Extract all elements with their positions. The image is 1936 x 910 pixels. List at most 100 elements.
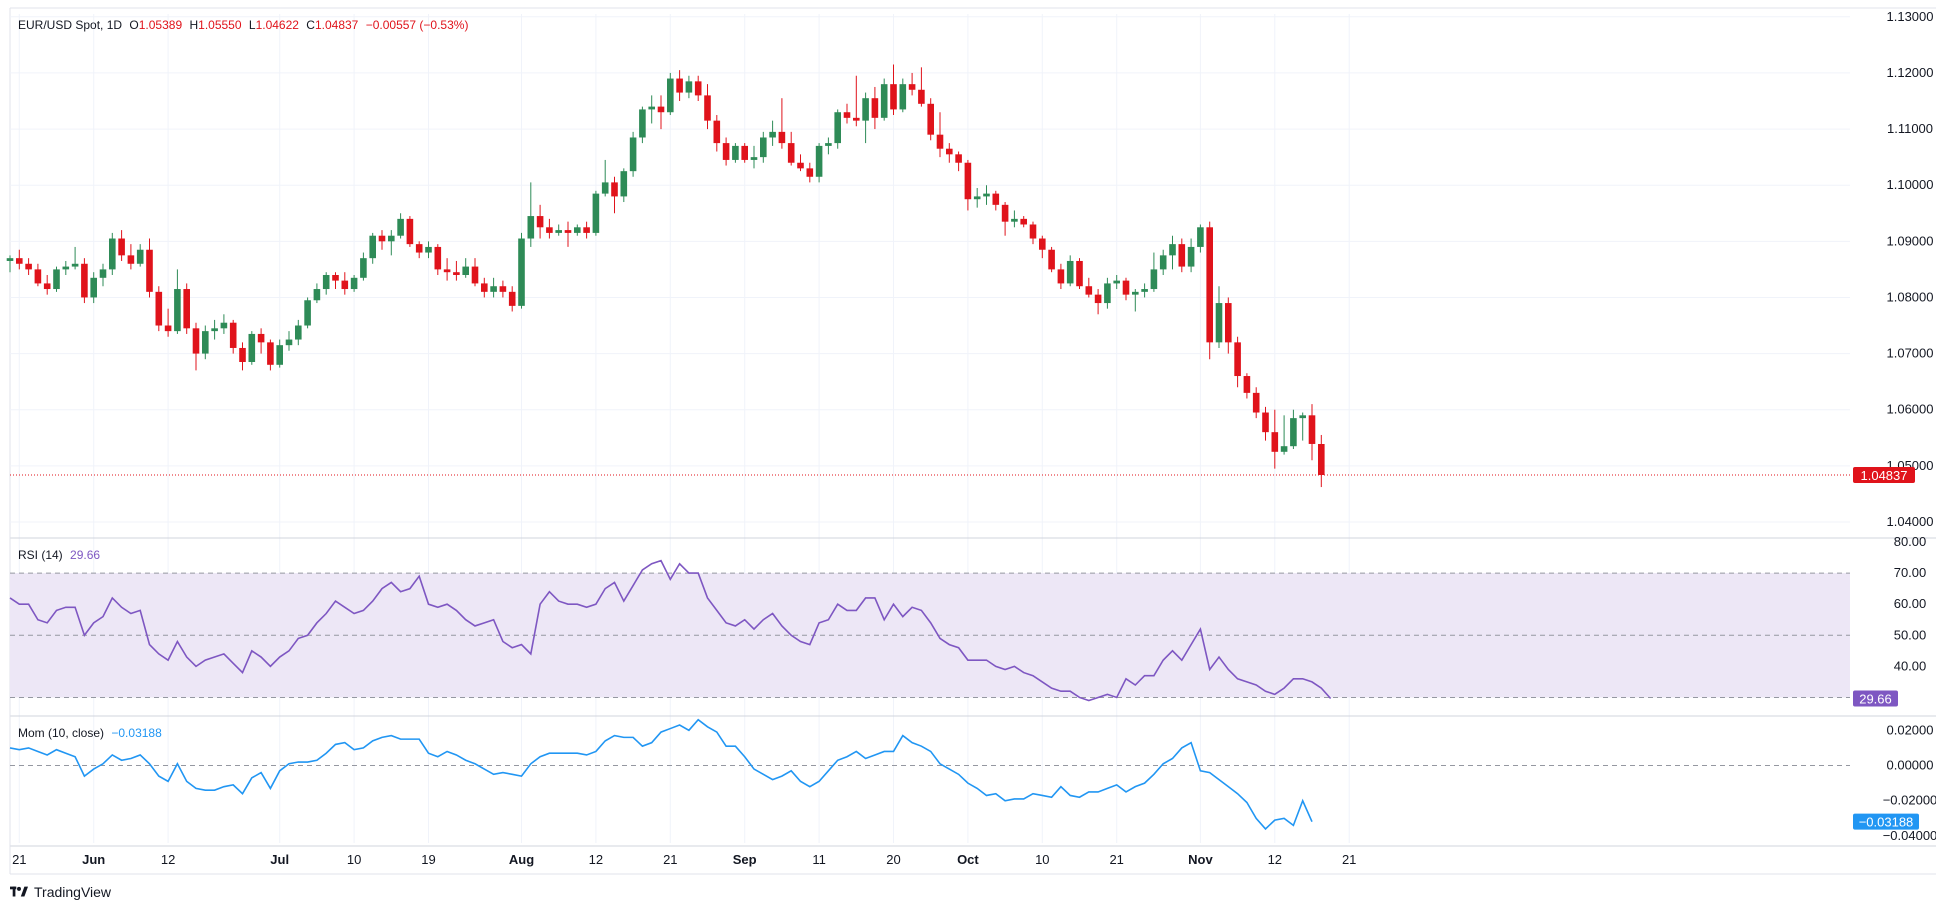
candle	[1113, 275, 1120, 290]
candle	[862, 92, 869, 144]
candle-body	[1141, 289, 1148, 292]
candle	[360, 252, 367, 281]
candle-body	[890, 84, 897, 110]
x-tick-label: 20	[886, 852, 900, 867]
x-tick-label: Nov	[1188, 852, 1213, 867]
candle	[499, 280, 507, 298]
open-value: 1.05389	[138, 18, 183, 32]
candle	[350, 275, 358, 292]
candle	[202, 325, 209, 360]
candle-body	[601, 182, 609, 194]
candle-body	[676, 78, 683, 93]
candle-body	[239, 347, 246, 362]
rsi-tick-label: 80.00	[1894, 534, 1927, 549]
candle-body	[71, 263, 79, 267]
candle-body	[481, 283, 488, 292]
candle-body	[518, 238, 525, 306]
candle-body	[964, 162, 972, 200]
candle	[620, 168, 628, 203]
x-tick-label: 12	[1268, 852, 1282, 867]
candle-body	[657, 106, 665, 113]
x-tick-label: 21	[1342, 852, 1356, 867]
tradingview-brand[interactable]: TradingView	[10, 884, 111, 900]
candle-body	[1048, 249, 1055, 270]
price-tick-label: 1.11000	[1887, 121, 1933, 136]
last-price-tag	[1853, 466, 1915, 483]
candle	[1020, 216, 1027, 228]
change-value: −0.00557 (−0.53%)	[365, 18, 469, 32]
candle	[1076, 258, 1083, 290]
candle-body	[639, 109, 646, 138]
candle	[722, 137, 730, 166]
candle-body	[118, 238, 125, 256]
candle-body	[425, 246, 432, 253]
symbol-label: EUR/USD Spot, 1D	[18, 18, 123, 32]
candle-body	[1225, 303, 1232, 343]
candle	[118, 230, 125, 261]
candle	[1104, 277, 1111, 309]
candle-body	[704, 95, 711, 121]
candle-body	[806, 168, 814, 177]
candle-body	[732, 145, 739, 160]
candle	[1290, 409, 1297, 449]
x-tick-label: 10	[347, 852, 361, 867]
candle	[378, 230, 386, 250]
x-tick-label: Jun	[82, 852, 105, 867]
price-axes[interactable]: 1.13000 1.12000 1.11000 1.10000 1.09000 1.080…	[1883, 9, 1936, 843]
candle-body	[815, 145, 823, 177]
candle-body	[1271, 432, 1279, 452]
candle-body	[360, 258, 367, 278]
rsi-value-tag-label: 29.66	[1859, 692, 1892, 707]
candle-body	[862, 98, 869, 121]
candle	[285, 331, 293, 351]
candle	[732, 143, 739, 163]
candle-body	[127, 255, 135, 264]
candle-body	[34, 269, 42, 284]
candle-body	[313, 289, 321, 301]
candle	[481, 277, 488, 298]
candle-body	[527, 216, 535, 239]
candle	[713, 115, 721, 152]
candle-body	[146, 249, 153, 292]
candle-body	[453, 272, 460, 275]
candle-body	[1234, 342, 1241, 377]
candle-body	[694, 81, 702, 96]
candle	[676, 70, 683, 101]
candle	[434, 244, 442, 275]
candle-body	[620, 171, 628, 197]
candle	[750, 145, 758, 169]
candle-body	[285, 339, 293, 346]
candle-body	[1262, 412, 1269, 433]
candle	[853, 75, 860, 127]
momentum-series[interactable]	[9, 718, 1313, 831]
time-axis[interactable]: 21 Jun 12 Jul 10 19 Aug 12 21 Sep 11 20 Oct 10 21 Nov 12…	[12, 852, 1356, 867]
candle	[388, 230, 395, 256]
candle-body	[871, 98, 879, 118]
x-tick-label: 12	[161, 852, 175, 867]
candle	[425, 241, 432, 259]
candle	[936, 112, 944, 158]
close-label: C	[306, 18, 315, 32]
candle-body	[378, 235, 386, 242]
candle	[369, 232, 376, 264]
candle	[239, 342, 246, 371]
candle	[1150, 252, 1158, 292]
candle	[211, 319, 218, 340]
price-tick-label: 1.07000	[1887, 346, 1934, 361]
candle	[304, 297, 311, 329]
candle-body	[555, 230, 562, 233]
candle-body	[843, 112, 851, 118]
candlestick-series[interactable]	[6, 64, 1325, 488]
candle-body	[415, 244, 423, 253]
candle	[704, 84, 711, 130]
rsi-series[interactable]	[9, 559, 1332, 702]
candle	[1094, 289, 1102, 315]
candle-body	[220, 322, 228, 329]
candle-body	[787, 143, 795, 163]
mom-value-tag-label: −0.03188	[1859, 815, 1914, 830]
candle	[453, 260, 460, 281]
candle-body	[583, 227, 590, 233]
candle-body	[1299, 415, 1306, 419]
candle	[899, 78, 907, 113]
candle	[946, 143, 953, 163]
